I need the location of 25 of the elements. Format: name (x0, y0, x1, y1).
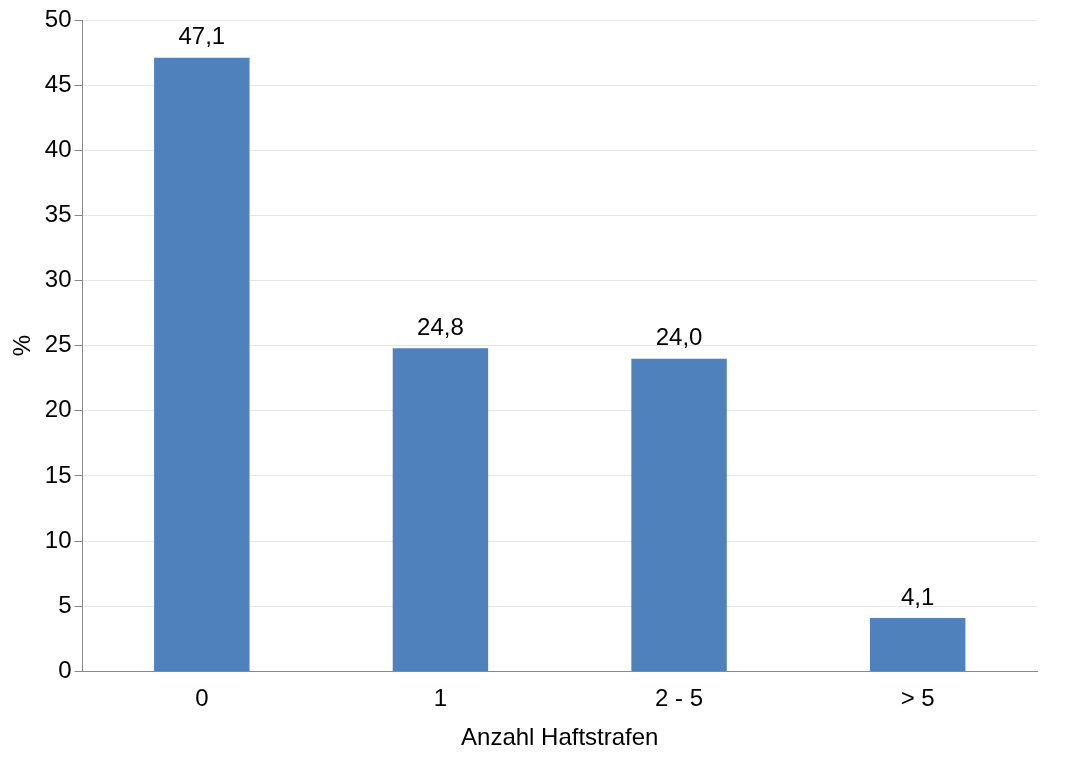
y-tick-label: 25 (44, 330, 72, 358)
data-label: 24,0 (655, 323, 703, 351)
y-tick-label: 45 (44, 69, 72, 97)
data-label: 24,8 (417, 312, 464, 340)
y-tick-label: 40 (44, 134, 72, 162)
y-tick-label: 15 (44, 460, 72, 488)
x-axis-title: Anzahl Haftstrafen (461, 723, 659, 751)
y-tick-label: 50 (44, 4, 72, 32)
data-label: 47,1 (178, 22, 226, 50)
y-tick-label: 5 (58, 590, 72, 618)
y-axis-title: % (8, 335, 36, 357)
bar (869, 617, 966, 671)
bar (631, 358, 727, 671)
y-tick-label: 20 (44, 395, 72, 423)
y-tick-label: 30 (44, 265, 72, 293)
bar (392, 348, 489, 671)
y-tick-label: 10 (44, 525, 72, 553)
data-label: 4,1 (901, 582, 935, 610)
x-tick-label: 2 - 5 (655, 684, 704, 712)
x-tick-label: 1 (433, 684, 448, 712)
x-tick-label: 0 (195, 684, 209, 712)
bar (154, 57, 250, 671)
y-tick-label: 0 (58, 656, 72, 684)
x-tick-label: > 5 (900, 684, 935, 712)
y-tick-label: 35 (44, 200, 72, 228)
